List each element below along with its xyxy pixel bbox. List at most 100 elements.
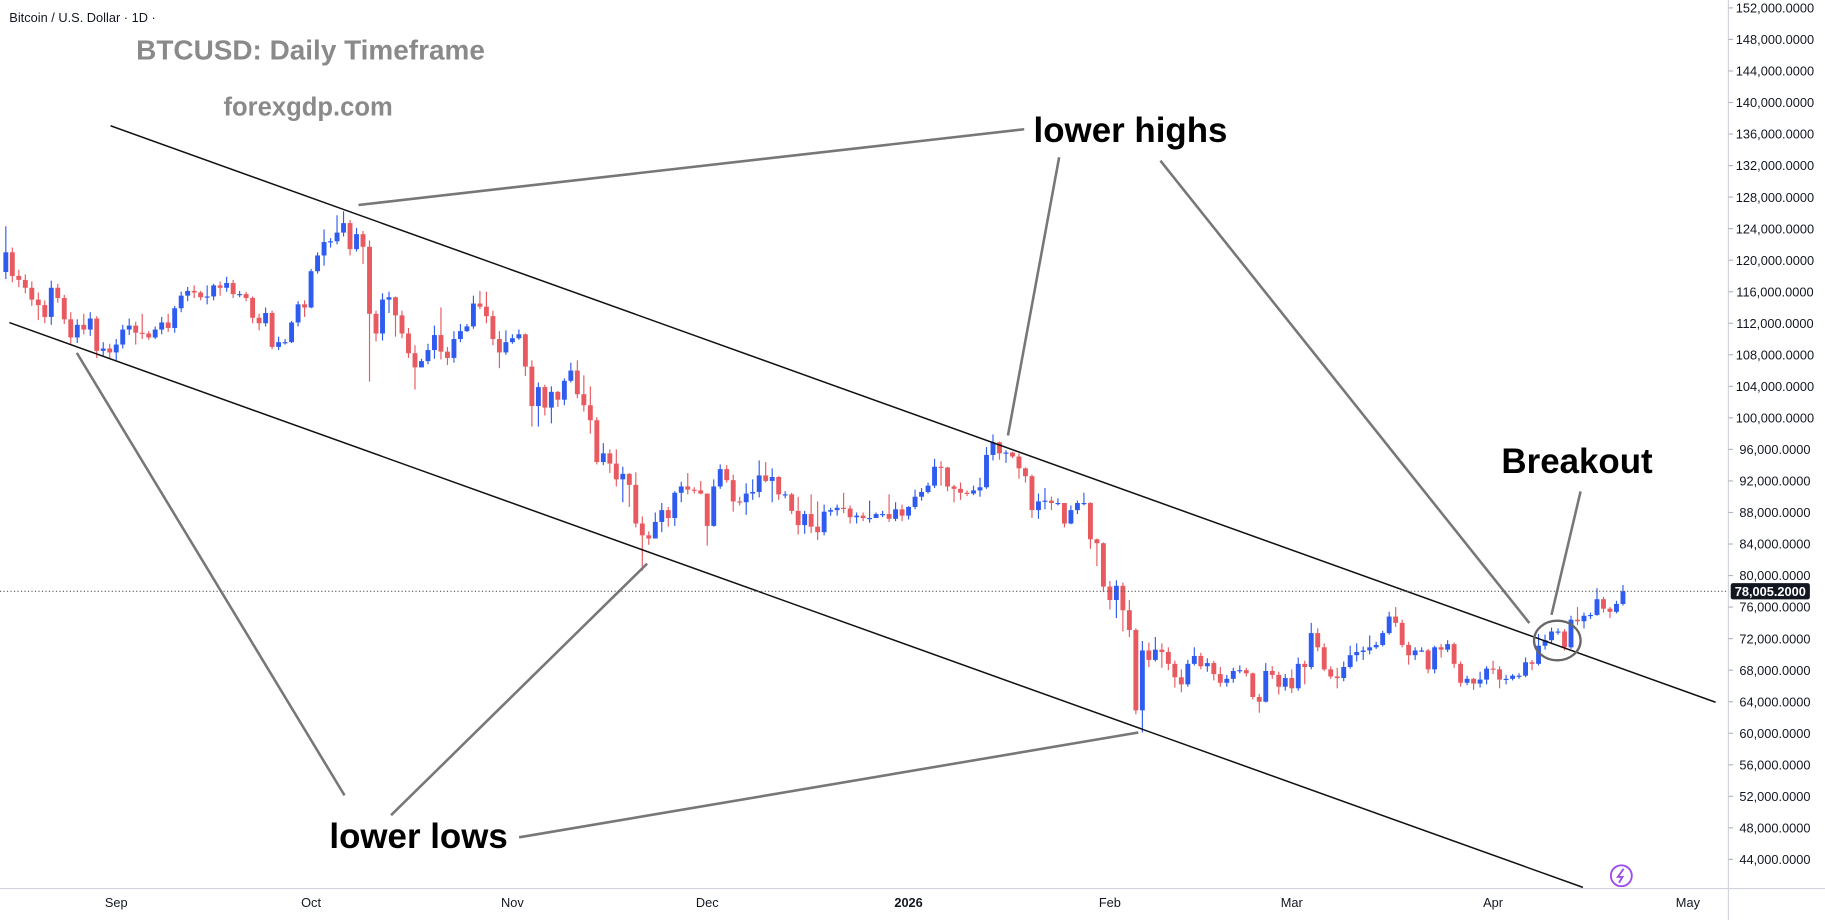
candle-body bbox=[1263, 670, 1269, 702]
candle-body bbox=[789, 494, 795, 511]
logo-icon[interactable] bbox=[1609, 864, 1633, 888]
x-tick-label: May bbox=[1676, 895, 1701, 910]
candle-body bbox=[1568, 619, 1574, 648]
candle-body bbox=[328, 241, 333, 243]
candle-body bbox=[198, 292, 204, 298]
candle-body bbox=[438, 335, 444, 352]
candle-body bbox=[691, 489, 697, 491]
candle-body bbox=[373, 313, 379, 334]
candle-body bbox=[938, 466, 944, 468]
candle-body bbox=[367, 246, 372, 314]
candle-body bbox=[1211, 663, 1217, 675]
candle-body bbox=[561, 380, 567, 400]
candle-body bbox=[587, 405, 593, 421]
candle-body bbox=[1451, 644, 1457, 664]
candle-body bbox=[1380, 633, 1386, 645]
candle-body bbox=[1100, 543, 1106, 587]
candle-body bbox=[282, 342, 288, 344]
y-tick-label: 88,000.0000 bbox=[1739, 505, 1810, 520]
candle-body bbox=[769, 476, 775, 481]
candle-body bbox=[16, 275, 22, 280]
candle-body bbox=[776, 476, 782, 495]
candle-body bbox=[990, 442, 996, 455]
candle-body bbox=[1133, 629, 1139, 711]
candle-body bbox=[568, 370, 574, 381]
candle-body bbox=[932, 466, 937, 486]
candle-body bbox=[100, 348, 106, 351]
pointer-line bbox=[1550, 491, 1582, 616]
candle-body bbox=[1295, 663, 1301, 689]
x-tick-label: Feb bbox=[1099, 895, 1121, 910]
candle-body bbox=[250, 298, 256, 318]
candle-body bbox=[600, 453, 606, 463]
y-tick-label: 128,000.0000 bbox=[1736, 190, 1814, 205]
candle-body bbox=[1386, 616, 1392, 634]
candle-body bbox=[854, 515, 860, 518]
candle-body bbox=[652, 521, 658, 539]
pointer-line bbox=[358, 127, 1025, 207]
y-tick-label: 48,000.0000 bbox=[1739, 821, 1810, 836]
candle-body bbox=[341, 223, 346, 233]
candle-body bbox=[1165, 652, 1171, 664]
candle-body bbox=[126, 325, 132, 330]
candle-body bbox=[899, 509, 905, 516]
candle-body bbox=[237, 294, 243, 296]
candle-body bbox=[724, 469, 730, 481]
candle-body bbox=[451, 339, 457, 358]
candle-body bbox=[997, 442, 1002, 454]
candle-body bbox=[912, 496, 918, 507]
y-tick-label: 44,000.0000 bbox=[1739, 852, 1810, 867]
candle-body bbox=[1393, 616, 1399, 623]
candle-body bbox=[919, 491, 924, 497]
candle-body bbox=[1055, 503, 1061, 505]
y-tick-label: 148,000.0000 bbox=[1736, 32, 1814, 47]
candle-body bbox=[717, 469, 723, 487]
candle-body bbox=[243, 294, 249, 299]
candle-body bbox=[360, 234, 366, 247]
candle-body bbox=[386, 297, 392, 300]
candle-body bbox=[977, 487, 983, 491]
candle-body bbox=[1601, 599, 1606, 609]
x-tick-label: Mar bbox=[1281, 895, 1304, 910]
candle-body bbox=[1178, 677, 1184, 685]
candle-body bbox=[29, 287, 35, 300]
candle-body bbox=[581, 394, 587, 406]
candle-body bbox=[224, 283, 230, 288]
candle-body bbox=[35, 299, 41, 306]
candle-body bbox=[509, 338, 515, 343]
candle-body bbox=[1354, 652, 1360, 656]
candle-body bbox=[1341, 667, 1347, 679]
candle-body bbox=[68, 319, 74, 338]
candle-body bbox=[704, 493, 710, 526]
candle-body bbox=[659, 510, 665, 522]
candle-body bbox=[1016, 456, 1022, 469]
candle-body bbox=[107, 348, 113, 353]
y-tick-label: 64,000.0000 bbox=[1739, 694, 1810, 709]
y-tick-label: 112,000.0000 bbox=[1736, 316, 1813, 331]
candle-body bbox=[984, 454, 989, 488]
candle-body bbox=[698, 490, 704, 494]
candle-body bbox=[1607, 608, 1613, 612]
pointer-line bbox=[1159, 159, 1531, 624]
candle-body bbox=[61, 298, 67, 320]
candle-body bbox=[1230, 670, 1236, 679]
candle-body bbox=[1562, 631, 1567, 648]
candle-body bbox=[1419, 650, 1425, 652]
y-tick-label: 92,000.0000 bbox=[1739, 474, 1810, 489]
y-tick-label: 136,000.0000 bbox=[1736, 127, 1814, 142]
candle-body bbox=[1010, 452, 1015, 457]
candle-body bbox=[1458, 663, 1464, 683]
y-tick-label: 104,000.0000 bbox=[1736, 379, 1814, 394]
candle-body bbox=[522, 334, 528, 367]
candle-body bbox=[48, 287, 54, 317]
candle-body bbox=[808, 514, 814, 527]
candle-body bbox=[1529, 662, 1535, 664]
candle-body bbox=[113, 344, 119, 353]
candle-body bbox=[1302, 663, 1308, 668]
candle-body bbox=[945, 467, 950, 487]
candle-body bbox=[74, 324, 80, 338]
candle-body bbox=[613, 463, 619, 480]
candle-body bbox=[1497, 669, 1503, 680]
